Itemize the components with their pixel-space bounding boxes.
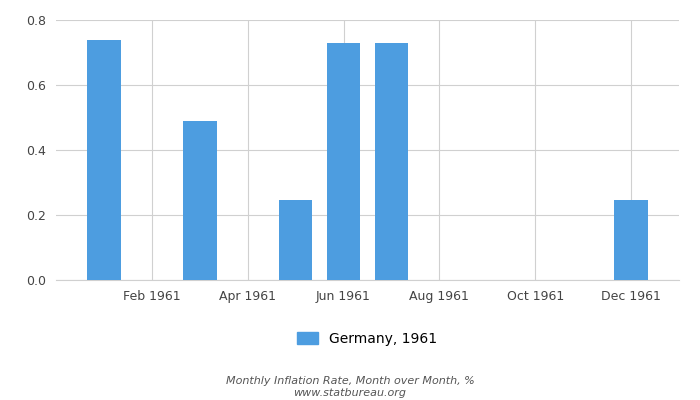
Bar — [279, 200, 312, 280]
Text: Monthly Inflation Rate, Month over Month, %: Monthly Inflation Rate, Month over Month… — [225, 376, 475, 386]
Bar — [374, 43, 408, 280]
Bar — [615, 200, 648, 280]
Bar — [88, 40, 120, 280]
Text: www.statbureau.org: www.statbureau.org — [293, 388, 407, 398]
Bar — [183, 121, 216, 280]
Bar — [327, 43, 360, 280]
Legend: Germany, 1961: Germany, 1961 — [292, 326, 443, 351]
